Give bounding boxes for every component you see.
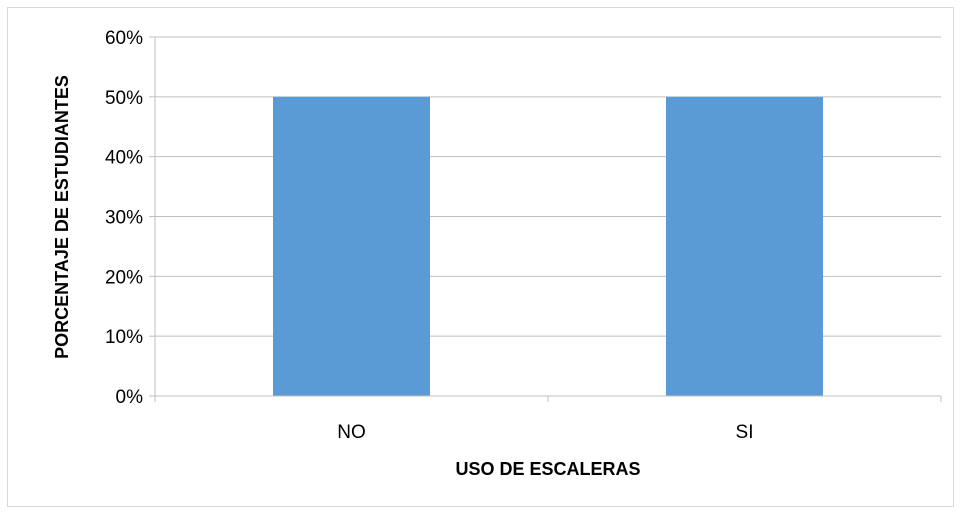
y-tick-label: 10% [105,327,143,348]
axes [149,36,942,402]
y-tick-label: 50% [105,88,143,109]
bar [666,96,823,396]
y-tick-label: 30% [105,208,143,229]
x-tick-label: NO [337,422,366,443]
y-tick-label: 40% [105,148,143,169]
bars [273,96,823,396]
y-tick-label: 20% [105,267,143,288]
bar [273,96,430,396]
x-tick-label: SI [736,422,754,443]
x-axis-title: USO DE ESCALERAS [455,459,640,479]
y-tick-label: 0% [116,387,144,408]
y-tick-label: 60% [105,28,143,49]
tick-labels: 0% 10% 20% 30% 40% 50% 60% NO SI [105,28,754,443]
gridlines [155,36,941,337]
y-axis-title: PORCENTAJE DE ESTUDIANTES [52,75,72,359]
